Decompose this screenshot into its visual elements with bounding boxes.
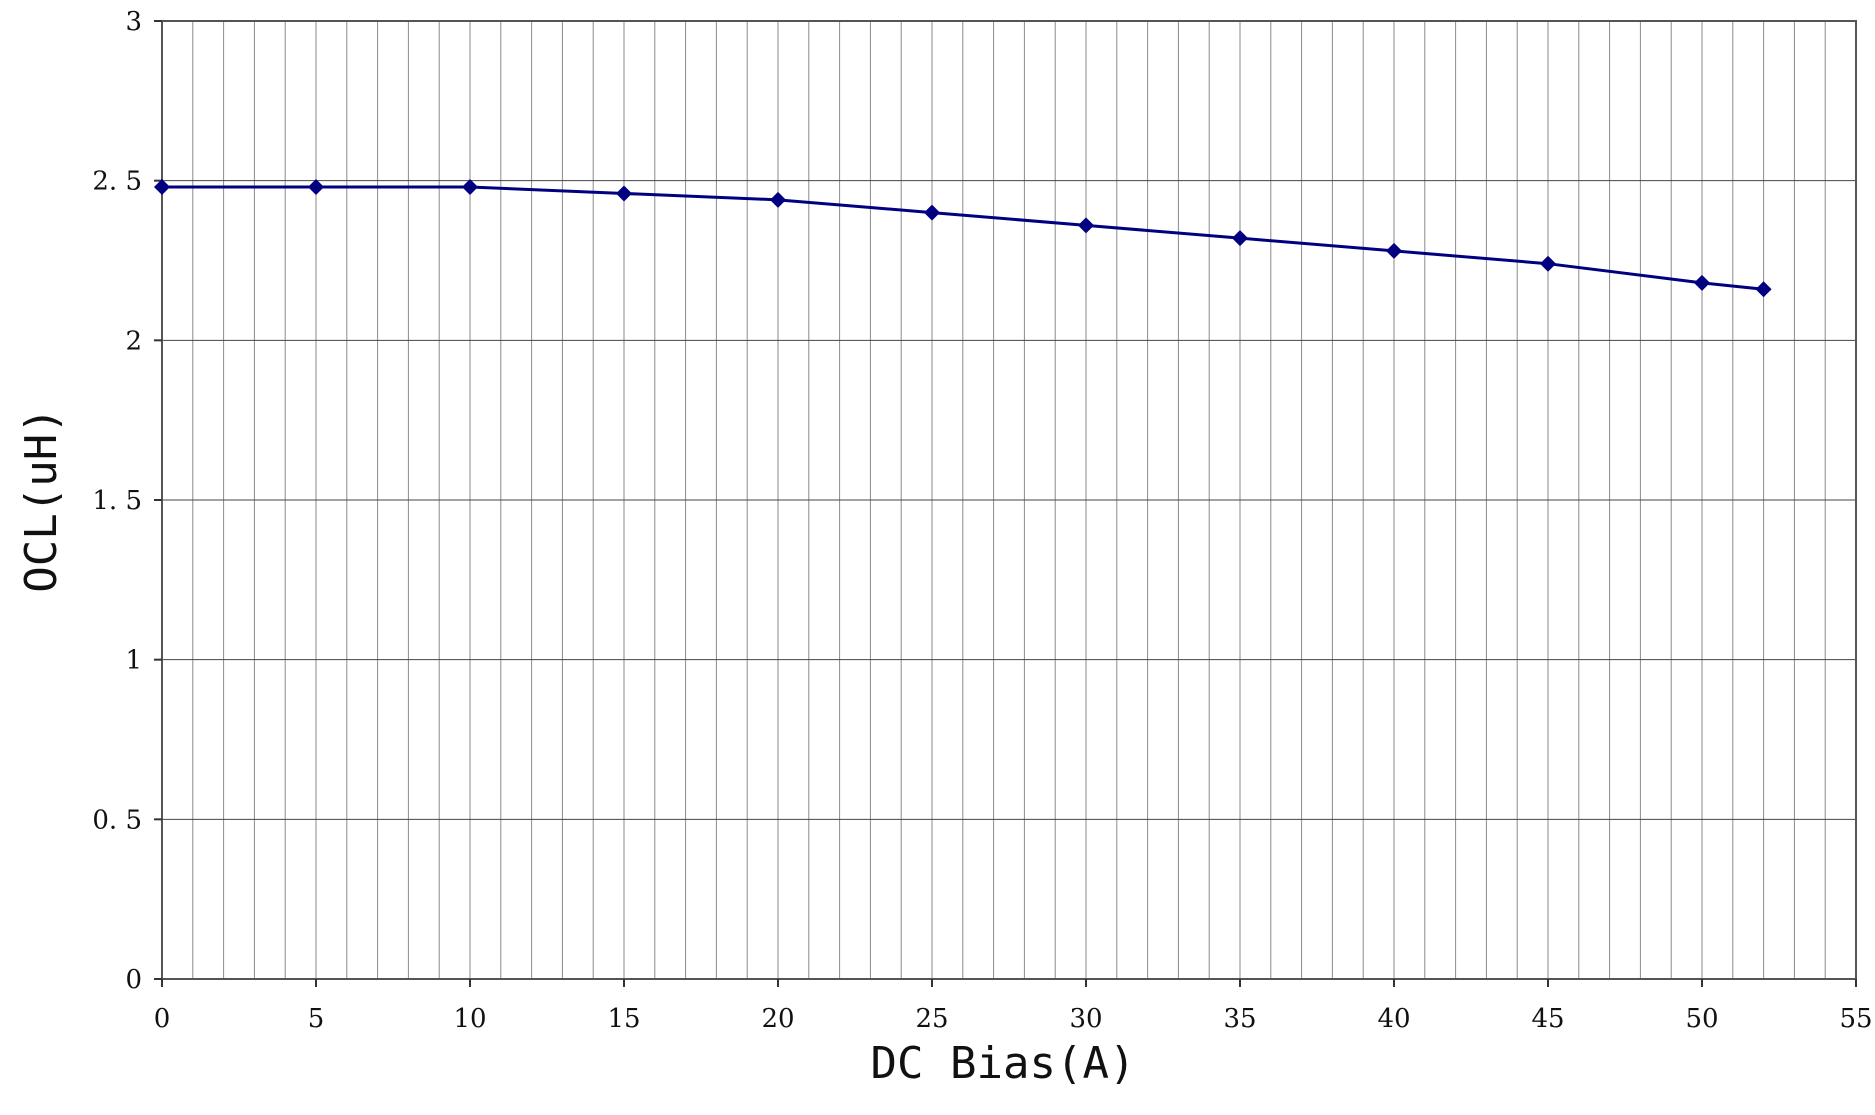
data-point-marker [1540,255,1556,272]
data-point-marker [1694,274,1710,291]
data-point-marker [308,179,324,196]
data-point-marker [924,204,940,221]
y-tick-label: 1 [125,646,142,676]
data-point-marker [462,179,478,196]
data-point-marker [616,185,632,202]
y-tick-label: 2 [125,326,142,356]
x-tick-label: 20 [761,1004,794,1034]
series-line [162,185,1764,291]
data-point-marker [1755,281,1772,298]
x-tick-label: 0 [154,1004,171,1034]
x-tick-label: 40 [1377,1004,1410,1034]
data-point-marker [770,191,786,208]
y-tick-label: 1. 5 [92,486,142,516]
data-point-marker [154,179,170,196]
x-tick-label: 5 [308,1004,325,1034]
x-tick-label: 45 [1531,1004,1564,1034]
data-point-marker [1078,217,1094,234]
y-tick-label: 3 [125,7,142,37]
data-point-marker [1232,230,1248,247]
x-tick-label: 55 [1839,1004,1872,1034]
y-tick-label: 0. 5 [92,805,142,835]
series-layer [154,179,1772,298]
x-tick-label: 10 [453,1004,486,1034]
x-tick-label: 30 [1069,1004,1102,1034]
x-tick-label: 15 [607,1004,640,1034]
y-tick-label: 0 [125,965,142,995]
data-point-marker [1386,242,1402,259]
y-axis-title: OCL(uH) [16,407,67,592]
x-axis-ticks: 0 5 10 15 20 25 30 35 40 45 50 55 [154,979,1873,1034]
x-tick-label: 35 [1223,1004,1256,1034]
x-tick-label: 25 [915,1004,948,1034]
x-axis-title: DC Bias(A) [871,1038,1136,1089]
x-tick-label: 50 [1685,1004,1718,1034]
y-tick-label: 2. 5 [92,167,142,197]
y-axis-ticks: 0 0. 5 1 1. 5 2 2. 5 3 [92,7,162,995]
